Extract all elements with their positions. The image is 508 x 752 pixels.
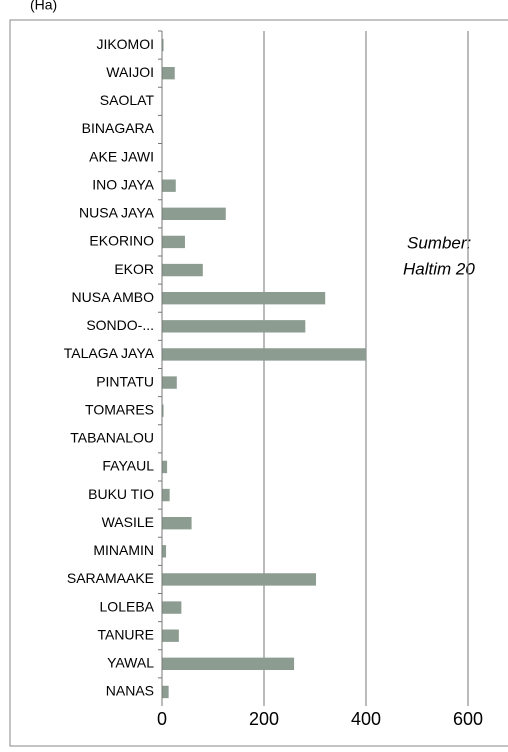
bar xyxy=(162,292,326,305)
bar xyxy=(162,629,179,642)
bar xyxy=(162,685,169,699)
bar xyxy=(162,179,176,192)
y-tick-label: NANAS xyxy=(106,683,154,699)
bar xyxy=(162,67,175,80)
y-tick-label: LOLEBA xyxy=(100,598,155,614)
bar xyxy=(162,488,170,502)
y-tick-label: EKOR xyxy=(114,261,154,277)
y-tick-label: EKORINO xyxy=(89,233,154,249)
y-tick-label: AKE JAWI xyxy=(89,148,154,164)
bar xyxy=(162,207,226,220)
bar xyxy=(162,404,164,417)
y-tick-label: JIKOMOI xyxy=(96,36,154,52)
bar xyxy=(162,376,177,389)
bar xyxy=(162,460,168,474)
y-tick-label: WAIJOI xyxy=(106,64,154,80)
bar xyxy=(162,38,164,52)
bar xyxy=(162,601,182,614)
y-tick-label: PINTATU xyxy=(96,373,154,389)
bar xyxy=(162,320,306,333)
annotation: Haltim 20 xyxy=(403,259,475,278)
bar xyxy=(162,348,366,361)
bar xyxy=(162,263,203,277)
y-tick-label: TALAGA JAYA xyxy=(64,345,155,361)
y-tick-label: WASILE xyxy=(102,514,154,530)
y-tick-label: YAWAL xyxy=(107,655,154,671)
bar xyxy=(162,235,185,249)
annotation: Sumber: xyxy=(407,233,472,252)
y-tick-label: MINAMIN xyxy=(93,542,154,558)
x-tick-label: 400 xyxy=(351,709,381,729)
y-tick-label: SAOLAT xyxy=(100,92,155,108)
bar xyxy=(162,517,192,530)
x-tick-label: 0 xyxy=(157,709,167,729)
chart-frame xyxy=(9,19,508,747)
chart-title: (Ha) xyxy=(30,0,57,13)
y-tick-label: TABANALOU xyxy=(70,430,154,446)
x-tick-label: 600 xyxy=(453,709,483,729)
y-tick-label: FAYAUL xyxy=(102,458,154,474)
y-tick-label: BUKU TIO xyxy=(88,486,154,502)
y-tick-label: SONDO-... xyxy=(86,317,154,333)
y-tick-label: INO JAYA xyxy=(92,176,154,192)
y-tick-label: TANURE xyxy=(97,626,154,642)
bar xyxy=(162,657,295,670)
bar xyxy=(162,573,317,586)
y-tick-label: NUSA JAYA xyxy=(79,205,155,221)
bar xyxy=(162,545,167,558)
y-tick-label: TOMARES xyxy=(85,401,154,417)
y-tick-label: SARAMAAKE xyxy=(67,570,154,586)
y-tick-label: BINAGARA xyxy=(82,120,155,136)
y-tick-label: NUSA AMBO xyxy=(72,289,155,305)
x-tick-label: 200 xyxy=(249,709,279,729)
